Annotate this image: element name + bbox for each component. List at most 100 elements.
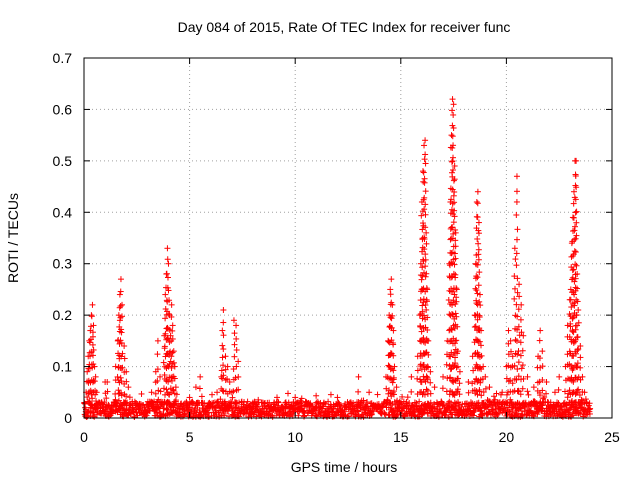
data-point xyxy=(453,389,460,396)
data-point xyxy=(478,327,485,334)
data-point xyxy=(116,291,123,298)
data-point xyxy=(456,391,463,398)
data-point-base xyxy=(489,402,496,409)
data-point-base xyxy=(541,394,548,401)
data-point-base xyxy=(534,409,541,416)
data-point xyxy=(570,339,577,346)
data-point xyxy=(420,169,427,176)
data-point xyxy=(566,399,573,406)
data-point xyxy=(449,96,456,103)
data-point-base xyxy=(404,394,411,401)
data-point xyxy=(169,386,176,393)
data-point xyxy=(421,156,428,163)
data-point-base xyxy=(582,396,589,403)
data-point xyxy=(162,315,169,322)
data-point xyxy=(422,211,429,218)
data-point xyxy=(475,227,482,234)
data-point xyxy=(449,144,456,151)
data-point xyxy=(235,386,242,393)
data-point xyxy=(172,397,179,404)
data-point xyxy=(524,388,531,395)
data-point xyxy=(390,352,397,359)
data-point xyxy=(572,223,579,230)
data-point xyxy=(169,349,176,356)
data-point xyxy=(92,373,99,380)
data-point xyxy=(443,361,450,368)
data-point xyxy=(518,365,525,372)
data-point-base xyxy=(517,405,524,412)
data-point xyxy=(168,364,175,371)
data-point xyxy=(420,312,427,319)
data-point xyxy=(450,154,457,161)
data-point xyxy=(171,363,178,370)
data-point xyxy=(422,251,429,258)
data-point xyxy=(423,373,430,380)
data-point xyxy=(539,376,546,383)
data-point-base xyxy=(103,395,110,402)
data-point xyxy=(515,373,522,380)
data-point xyxy=(515,323,522,330)
data-point xyxy=(197,373,204,380)
data-point xyxy=(476,338,483,345)
data-point-base xyxy=(360,413,367,420)
data-point-base xyxy=(327,391,334,398)
data-point-base xyxy=(564,394,571,401)
data-point xyxy=(453,364,460,371)
data-point xyxy=(114,373,121,380)
data-point-base xyxy=(196,406,203,413)
y-tick-label: 0.5 xyxy=(53,153,73,169)
data-point xyxy=(220,346,227,353)
data-point xyxy=(387,291,394,298)
data-point xyxy=(117,288,124,295)
data-point-base xyxy=(384,396,391,403)
data-point xyxy=(118,378,125,385)
data-point xyxy=(170,359,177,366)
data-point xyxy=(422,151,429,158)
data-point-base xyxy=(440,401,447,408)
data-point xyxy=(570,365,577,372)
data-point-base xyxy=(320,399,327,406)
data-point xyxy=(486,384,493,391)
data-point xyxy=(390,341,397,348)
data-point xyxy=(453,337,460,344)
data-point xyxy=(421,206,428,213)
data-point xyxy=(422,256,429,263)
data-point-base xyxy=(523,403,530,410)
data-point xyxy=(476,314,483,321)
data-point-base xyxy=(521,408,528,415)
data-point xyxy=(454,386,461,393)
data-point xyxy=(571,248,578,255)
data-point xyxy=(165,363,172,370)
data-point xyxy=(220,372,227,379)
data-point xyxy=(581,389,588,396)
x-tick-label: 15 xyxy=(393,429,409,445)
y-tick-label: 0.6 xyxy=(53,101,73,117)
data-point xyxy=(573,208,580,215)
data-point xyxy=(472,323,479,330)
data-point xyxy=(87,353,94,360)
data-point xyxy=(421,142,428,149)
data-point xyxy=(449,107,456,114)
data-point xyxy=(422,263,429,270)
data-point xyxy=(355,388,362,395)
data-point xyxy=(567,286,574,293)
data-point xyxy=(450,142,457,149)
data-point xyxy=(421,236,428,243)
data-point-base xyxy=(490,393,497,400)
data-point xyxy=(160,359,167,366)
data-point xyxy=(420,388,427,395)
data-point xyxy=(452,255,459,262)
data-point xyxy=(515,359,522,366)
data-point xyxy=(230,366,237,373)
data-point xyxy=(388,276,395,283)
data-point xyxy=(475,251,482,258)
data-point xyxy=(574,285,581,292)
data-point xyxy=(119,364,126,371)
data-point xyxy=(90,322,97,329)
data-point xyxy=(576,392,583,399)
data-point xyxy=(226,379,233,385)
data-point xyxy=(235,358,242,365)
data-point xyxy=(389,312,396,319)
data-point xyxy=(569,314,576,321)
data-point xyxy=(119,313,126,320)
